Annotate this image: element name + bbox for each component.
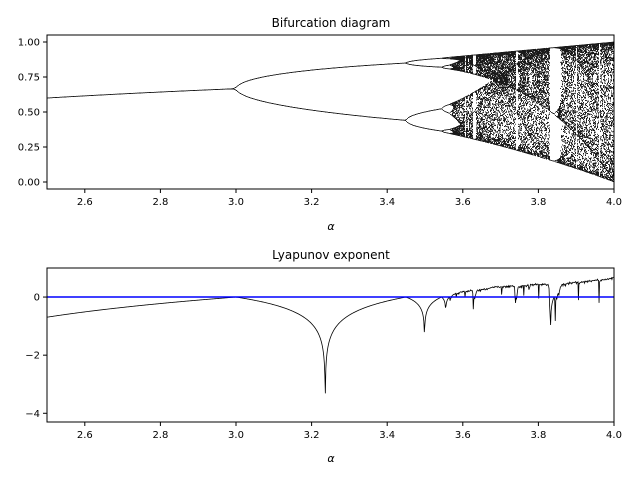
bifurcation-attractor-points [47, 41, 614, 183]
bifurcation-axes-frame [46, 34, 615, 190]
bifurcation-ytick-label: 0.00 [18, 178, 40, 189]
lyapunov-xtick-label: 3.0 [228, 430, 244, 441]
lyapunov-xtick-label: 4.0 [606, 430, 622, 441]
bifurcation-ytick-label: 1.00 [18, 38, 40, 49]
lyapunov-xtick-label: 3.2 [304, 430, 320, 441]
lyapunov-xtick-label: 2.8 [152, 430, 168, 441]
bifurcation-xtick-label: 2.6 [77, 197, 93, 208]
bifurcation-xtick-label: 3.4 [379, 197, 395, 208]
lyapunov-xtick-label: 2.6 [77, 430, 93, 441]
bifurcation-xtick-label: 3.6 [455, 197, 471, 208]
bifurcation-y-ticks: 0.00 0.25 0.50 0.75 1.00 [18, 38, 47, 189]
bifurcation-ytick-label: 0.75 [18, 73, 40, 84]
bifurcation-ytick-label: 0.25 [18, 143, 40, 154]
lyapunov-ytick-label: 0 [34, 293, 40, 304]
lyapunov-series-line [47, 276, 614, 394]
bifurcation-x-ticks: 2.6 2.8 3.0 3.2 3.4 3.6 3.8 4.0 [77, 189, 622, 208]
bifurcation-xtick-label: 3.0 [228, 197, 244, 208]
bifurcation-xlabel: α [327, 220, 335, 233]
lyapunov-xtick-label: 3.8 [530, 430, 546, 441]
lyapunov-ytick-label: −2 [25, 351, 40, 362]
lyapunov-xtick-label: 3.6 [455, 430, 471, 441]
lyapunov-panel: Lyapunov exponent 2.6 2.8 3.0 3.2 3.4 3.6 3.8 4… [25, 248, 622, 465]
bifurcation-xtick-label: 4.0 [606, 197, 622, 208]
bifurcation-xtick-label: 3.2 [304, 197, 320, 208]
lyapunov-axes-frame [46, 267, 615, 423]
lyapunov-y-ticks: 0 −2 −4 [25, 293, 47, 420]
bifurcation-ytick-label: 0.50 [18, 108, 40, 119]
bifurcation-panel: Bifurcation diagram 2.6 2.8 3.0 3.2 3.4 3.6 3.… [18, 16, 622, 233]
bifurcation-xtick-label: 3.8 [530, 197, 546, 208]
lyapunov-xtick-label: 3.4 [379, 430, 395, 441]
lyapunov-xlabel: α [327, 452, 335, 465]
lyapunov-x-ticks: 2.6 2.8 3.0 3.2 3.4 3.6 3.8 4.0 [77, 422, 622, 441]
lyapunov-ytick-label: −4 [25, 409, 40, 420]
bifurcation-title: Bifurcation diagram [272, 16, 391, 30]
bifurcation-points [47, 41, 614, 183]
bifurcation-xtick-label: 2.8 [152, 197, 168, 208]
lyapunov-title: Lyapunov exponent [272, 248, 390, 262]
